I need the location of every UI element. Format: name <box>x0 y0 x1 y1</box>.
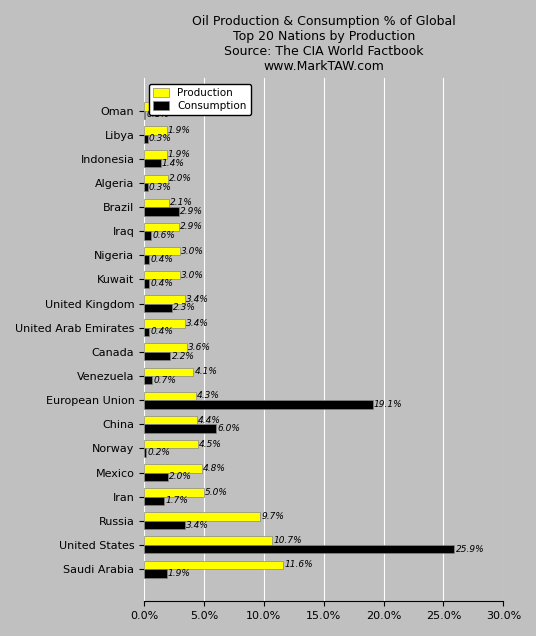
Bar <box>144 255 149 264</box>
Text: 4.1%: 4.1% <box>195 367 217 377</box>
Bar <box>144 537 272 545</box>
Text: 3.4%: 3.4% <box>186 520 209 530</box>
Text: 1.4%: 1.4% <box>162 158 185 167</box>
Bar <box>144 448 146 457</box>
Bar <box>144 174 168 183</box>
Text: 0.4%: 0.4% <box>150 255 173 264</box>
Text: 2.0%: 2.0% <box>169 174 192 183</box>
Text: 2.3%: 2.3% <box>173 303 196 312</box>
Text: 1.9%: 1.9% <box>168 150 191 159</box>
Text: 2.9%: 2.9% <box>180 223 203 232</box>
Bar <box>144 207 179 216</box>
Bar <box>144 303 172 312</box>
Bar <box>144 545 455 553</box>
Bar <box>144 198 169 207</box>
Bar <box>144 464 202 473</box>
Text: 4.8%: 4.8% <box>203 464 226 473</box>
Text: 4.4%: 4.4% <box>198 415 221 425</box>
Bar <box>144 232 151 240</box>
Bar <box>144 473 168 481</box>
Bar <box>144 352 170 361</box>
Title: Oil Production & Consumption % of Global
Top 20 Nations by Production
Source: Th: Oil Production & Consumption % of Global… <box>192 15 456 73</box>
Bar <box>144 159 161 167</box>
Text: 4.5%: 4.5% <box>199 439 222 448</box>
Bar <box>144 376 152 384</box>
Text: 0.3%: 0.3% <box>149 183 172 191</box>
Bar <box>144 183 148 191</box>
Bar <box>144 247 180 255</box>
Text: 10.7%: 10.7% <box>273 536 302 545</box>
Text: 5.0%: 5.0% <box>205 488 228 497</box>
Text: 4.3%: 4.3% <box>197 391 220 401</box>
Text: 25.9%: 25.9% <box>456 544 484 554</box>
Text: 3.4%: 3.4% <box>186 295 209 304</box>
Bar <box>144 102 160 111</box>
Bar <box>144 343 187 352</box>
Bar <box>144 569 167 577</box>
Bar <box>144 424 216 432</box>
Text: 0.4%: 0.4% <box>150 328 173 336</box>
Text: 2.0%: 2.0% <box>169 473 192 481</box>
Bar <box>144 279 149 288</box>
Bar <box>144 392 196 400</box>
Bar <box>144 150 167 159</box>
Bar <box>144 319 185 328</box>
Text: 2.2%: 2.2% <box>172 352 195 361</box>
Text: 1.9%: 1.9% <box>168 569 191 577</box>
Text: 1.3%: 1.3% <box>161 102 184 111</box>
Text: 2.9%: 2.9% <box>180 207 203 216</box>
Text: 19.1%: 19.1% <box>374 400 403 409</box>
Bar <box>144 295 185 303</box>
Text: 0.1%: 0.1% <box>146 110 169 120</box>
Text: 0.6%: 0.6% <box>152 231 175 240</box>
Text: 0.7%: 0.7% <box>154 376 176 385</box>
Bar <box>144 488 204 497</box>
Text: 3.0%: 3.0% <box>181 247 204 256</box>
Text: 6.0%: 6.0% <box>217 424 240 433</box>
Text: 11.6%: 11.6% <box>284 560 313 569</box>
Text: 0.2%: 0.2% <box>148 448 170 457</box>
Bar <box>144 497 165 505</box>
Bar <box>144 368 193 376</box>
Bar <box>144 126 167 135</box>
Text: 2.1%: 2.1% <box>170 198 193 207</box>
Bar <box>144 440 198 448</box>
Text: 3.6%: 3.6% <box>189 343 211 352</box>
Bar <box>144 521 185 529</box>
Bar <box>144 560 283 569</box>
Bar <box>144 135 148 143</box>
Bar <box>144 416 197 424</box>
Text: 3.4%: 3.4% <box>186 319 209 328</box>
Bar <box>144 271 180 279</box>
Text: 9.7%: 9.7% <box>262 512 284 521</box>
Text: 1.9%: 1.9% <box>168 126 191 135</box>
Bar <box>144 400 373 408</box>
Text: 0.4%: 0.4% <box>150 279 173 288</box>
Legend: Production, Consumption: Production, Consumption <box>150 83 251 116</box>
Text: 0.3%: 0.3% <box>149 134 172 143</box>
Bar <box>144 513 260 521</box>
Text: 3.0%: 3.0% <box>181 271 204 280</box>
Text: 1.7%: 1.7% <box>166 496 189 506</box>
Bar <box>144 223 179 232</box>
Bar <box>144 328 149 336</box>
Bar <box>144 111 145 119</box>
